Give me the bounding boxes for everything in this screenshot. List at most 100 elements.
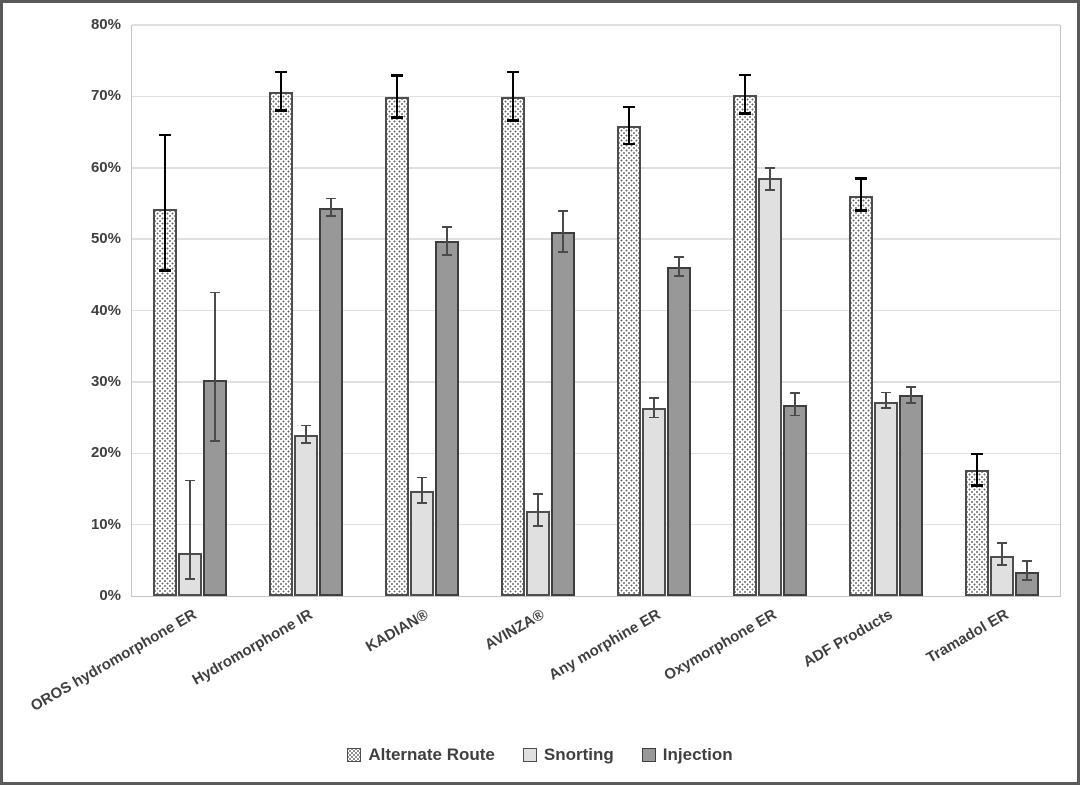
gridline-70 [132, 95, 1060, 98]
error-cap-top [185, 479, 195, 482]
error-cap-top [275, 70, 287, 74]
bar-dark-group3 [435, 241, 459, 596]
error-cap-bottom [623, 142, 635, 146]
x-category-label-2: Hydromorphone IR [189, 606, 316, 689]
bar-dotted-group8 [965, 470, 989, 596]
legend-swatch-dotted [347, 748, 362, 762]
error-cap-bottom [906, 402, 916, 405]
error-cap-bottom [1022, 579, 1032, 582]
error-cap-top [507, 70, 519, 74]
gridline-60 [132, 167, 1060, 169]
error-cap-top [906, 386, 916, 388]
bar-dark-group7 [899, 395, 923, 596]
error-line [743, 74, 747, 114]
error-cap-bottom [997, 564, 1007, 567]
error-line [769, 167, 771, 190]
error-line [562, 211, 564, 252]
plot-area [131, 24, 1061, 597]
error-cap-top [1022, 560, 1032, 562]
error-cap-top [765, 166, 775, 169]
bar-light-group7 [874, 401, 898, 596]
error-cap-bottom [210, 440, 220, 442]
error-cap-bottom [391, 116, 403, 120]
gridline-20 [132, 452, 1060, 454]
error-cap-top [739, 73, 751, 77]
error-line [446, 226, 448, 255]
legend-label: Alternate Route [368, 745, 495, 764]
error-line [395, 75, 399, 118]
bar-light-group6 [758, 178, 782, 596]
error-line [163, 134, 167, 271]
error-line [421, 477, 423, 504]
error-cap-top [881, 391, 891, 394]
error-cap-top [159, 133, 171, 137]
gridline-50 [132, 238, 1060, 240]
error-line [653, 398, 655, 418]
bar-light-group2 [294, 434, 318, 596]
error-cap-top [674, 256, 684, 258]
x-category-label-8: Tramadol ER [923, 606, 1012, 667]
y-tick-label-80: 80% [90, 16, 121, 33]
x-category-label-1: OROS hydromorphone ER [27, 606, 200, 715]
bar-light-group5 [642, 408, 666, 596]
error-cap-bottom [417, 502, 427, 505]
error-cap-top [442, 226, 452, 228]
error-cap-top [326, 197, 336, 200]
error-cap-bottom [649, 416, 659, 419]
error-cap-top [790, 392, 800, 395]
bar-light-group3 [410, 491, 434, 596]
gridline-10 [132, 523, 1060, 526]
bar-dark-group6 [783, 405, 807, 596]
error-cap-top [997, 542, 1007, 545]
legend-label: Injection [662, 745, 733, 764]
y-tick-label-60: 60% [90, 158, 121, 176]
bar-dotted-group3 [385, 97, 409, 596]
bar-dark-group2 [319, 208, 343, 596]
error-cap-top [210, 291, 220, 294]
error-cap-top [971, 452, 983, 456]
legend-item-dark: Injection [641, 745, 733, 765]
y-tick-label-20: 20% [90, 444, 121, 462]
error-line [627, 107, 631, 145]
bar-dotted-group2 [269, 92, 293, 596]
error-cap-bottom [185, 578, 195, 580]
error-line [279, 72, 283, 111]
error-cap-bottom [275, 109, 287, 112]
error-cap-top [301, 424, 311, 427]
x-category-label-5: Any morphine ER [546, 606, 664, 684]
y-tick-label-0: 0% [99, 587, 121, 604]
error-line [511, 72, 515, 121]
error-cap-bottom [159, 269, 171, 272]
gridline-30 [132, 381, 1060, 383]
error-line [189, 480, 191, 579]
error-cap-bottom [442, 253, 452, 256]
error-line [214, 292, 216, 442]
error-line [910, 386, 912, 404]
bar-dotted-group1 [153, 209, 177, 596]
error-cap-bottom [533, 525, 543, 527]
bar-dotted-group4 [501, 97, 525, 596]
error-cap-top [533, 493, 543, 495]
bar-dotted-group7 [849, 196, 873, 596]
x-category-label-6: Oxymorphone ER [661, 606, 780, 685]
error-cap-top [623, 105, 635, 109]
error-cap-bottom [507, 119, 519, 122]
error-cap-top [855, 177, 867, 180]
bar-dark-group4 [551, 231, 575, 596]
error-line [1001, 543, 1003, 566]
y-tick-label-50: 50% [90, 230, 121, 248]
gridline-40 [132, 309, 1060, 312]
error-line [794, 393, 796, 416]
error-cap-bottom [790, 414, 800, 417]
error-line [1026, 561, 1028, 581]
error-cap-top [391, 74, 403, 77]
error-cap-top [649, 397, 659, 400]
error-cap-bottom [326, 215, 336, 218]
error-cap-bottom [558, 251, 568, 253]
x-category-label-4: AVINZA® [482, 606, 548, 654]
legend-swatch-dark [641, 748, 656, 762]
error-line [305, 425, 307, 444]
legend-item-dotted: Alternate Route [347, 745, 495, 765]
bar-dotted-group5 [617, 126, 641, 596]
